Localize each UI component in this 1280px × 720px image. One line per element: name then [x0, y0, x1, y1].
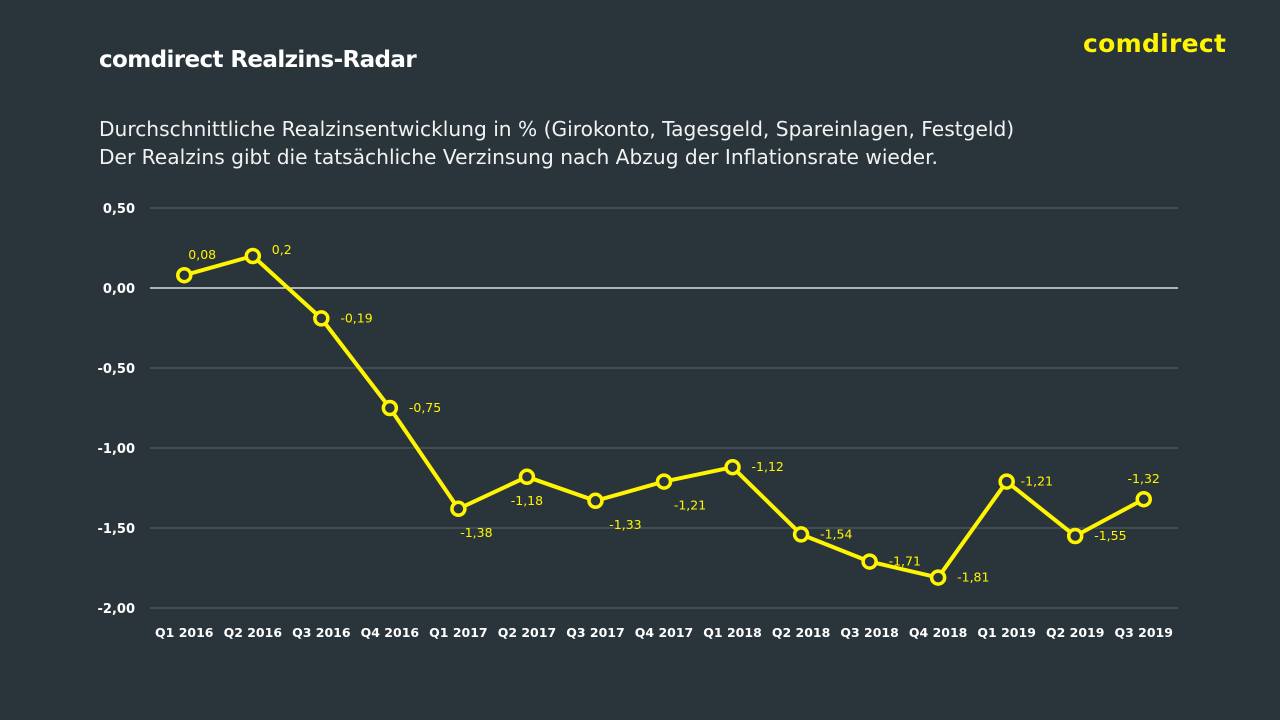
data-label: -0,19: [340, 310, 372, 325]
x-tick-label: Q1 2017: [429, 625, 487, 640]
subtitle-line-1: Durchschnittliche Realzinsentwicklung in…: [99, 117, 1015, 141]
data-label: -1,33: [609, 517, 641, 532]
x-tick-label: Q1 2018: [703, 625, 761, 640]
data-point: [861, 553, 878, 570]
data-point: [998, 473, 1015, 490]
data-label: -1,55: [1094, 528, 1126, 543]
chart-title: comdirect Realzins-Radar: [99, 47, 417, 73]
x-tick-label: Q3 2018: [840, 625, 898, 640]
data-point: [518, 468, 536, 486]
data-label: -1,32: [1128, 471, 1160, 486]
data-point: [1066, 527, 1084, 545]
data-point: [1135, 490, 1152, 508]
x-tick-label: Q3 2019: [1114, 625, 1172, 640]
data-point: [655, 473, 673, 490]
x-tick-label: Q1 2016: [155, 625, 214, 640]
data-label: -1,54: [820, 526, 852, 541]
y-tick-label: -1,50: [98, 522, 135, 537]
x-axis-ticks: Q1 2016 Q2 2016 Q3 2016 Q4 2016 Q1 2017 Q2 20…: [155, 625, 1173, 640]
data-point: [176, 266, 193, 284]
data-point: [244, 247, 262, 265]
data-label: -0,75: [409, 400, 441, 415]
data-points: [176, 247, 1152, 586]
data-point: [724, 458, 741, 476]
x-tick-label: Q3 2016: [292, 625, 351, 640]
x-tick-label: Q1 2019: [977, 625, 1035, 640]
x-tick-label: Q2 2018: [772, 625, 830, 640]
y-tick-label: 0,50: [103, 202, 135, 217]
data-label: -1,18: [511, 493, 543, 508]
brand-logo: comdirect: [1083, 29, 1227, 58]
data-label: -1,71: [889, 554, 921, 569]
series-line-path: [182, 254, 1146, 580]
x-tick-label: Q4 2017: [635, 625, 693, 640]
data-labels: 0,08 0,2 -0,19 -0,75 -1,38 -1,18 -1,33 -1,21 -1,…: [188, 242, 1160, 585]
x-tick-label: Q3 2017: [566, 625, 624, 640]
x-tick-label: Q4 2016: [361, 625, 420, 640]
x-tick-label: Q2 2016: [224, 625, 283, 640]
data-label: -1,12: [752, 459, 784, 474]
x-tick-label: Q2 2019: [1046, 625, 1104, 640]
series-line: [182, 254, 1146, 580]
data-point: [313, 310, 330, 327]
data-point: [381, 399, 399, 417]
x-tick-label: Q2 2017: [498, 625, 556, 640]
y-tick-label: 0,00: [103, 282, 135, 297]
data-label: 0,08: [188, 247, 216, 262]
data-label: -1,21: [674, 498, 706, 513]
y-axis-ticks: 0,50 0,00 -0,50 -1,00 -1,50 -2,00: [98, 202, 135, 617]
data-label: -1,81: [957, 570, 989, 585]
data-point: [792, 526, 810, 543]
data-point: [450, 500, 467, 518]
gridlines: [150, 207, 1178, 609]
data-point: [587, 492, 604, 510]
y-tick-label: -1,00: [98, 442, 135, 457]
data-label: -1,21: [1021, 474, 1053, 489]
subtitle-line-2: Der Realzins gibt die tatsächliche Verzi…: [99, 145, 938, 169]
chart-subtitle: Durchschnittliche Realzinsentwicklung in…: [99, 115, 1014, 171]
y-tick-label: -2,00: [98, 602, 135, 617]
y-tick-label: -0,50: [98, 362, 135, 377]
x-tick-label: Q4 2018: [909, 625, 967, 640]
data-label: -1,38: [460, 525, 492, 540]
data-label: 0,2: [272, 242, 292, 257]
data-point: [929, 569, 947, 586]
